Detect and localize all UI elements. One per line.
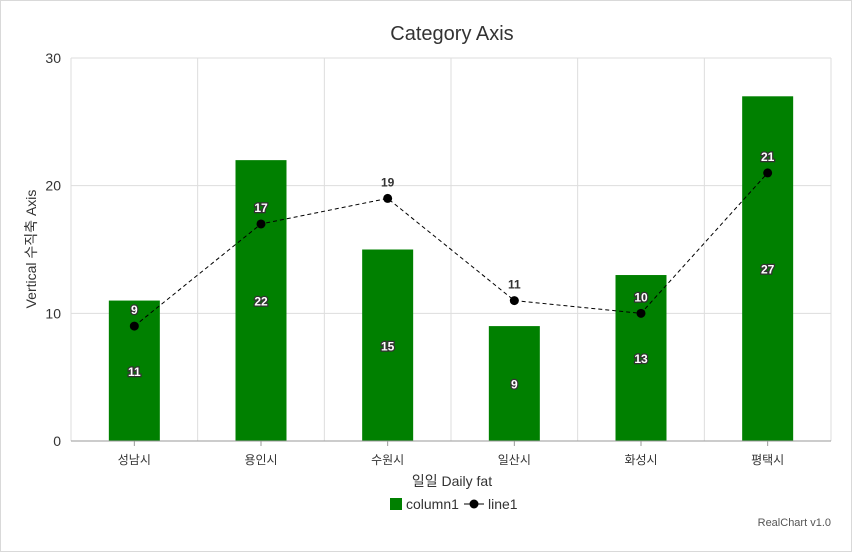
x-tick-label: 평택시 (751, 453, 784, 467)
legend-label-column1: column1 (406, 496, 459, 512)
bar (235, 160, 287, 441)
line-point (129, 321, 139, 331)
legend-marker-line1-dot (469, 499, 479, 509)
axes: 0 10 20 30 성남시 용인시 수원시 일산시 화성시 평택시 (45, 50, 831, 467)
bar (362, 249, 414, 441)
legend: column1 line1 (390, 496, 518, 512)
series-line1: 9 17 19 11 10 21 (129, 149, 776, 331)
gridlines (70, 57, 832, 441)
line-data-label: 10 (634, 290, 648, 304)
legend-marker-column1 (390, 498, 402, 510)
y-tick-label: 0 (53, 433, 61, 449)
bar-data-label: 13 (634, 352, 648, 366)
y-tick-label: 30 (45, 50, 61, 66)
line-point (763, 168, 773, 178)
legend-label-line1: line1 (488, 496, 518, 512)
line-data-label: 11 (508, 278, 521, 292)
credit-label: RealChart v1.0 (757, 517, 831, 529)
x-axis-label: 일일 Daily fat (412, 473, 492, 489)
line-data-label: 17 (254, 201, 268, 215)
x-tick-label: 일산시 (498, 453, 531, 467)
x-tick-label: 성남시 (118, 453, 151, 467)
line-point (636, 308, 646, 318)
bar (742, 96, 794, 442)
chart-title: Category Axis (390, 23, 513, 45)
line-point (383, 193, 393, 203)
bar (615, 275, 667, 441)
y-tick-label: 10 (45, 305, 61, 321)
bar-data-label: 9 (511, 378, 518, 392)
bar-data-label: 27 (761, 263, 775, 277)
y-axis-label: Vertical 수직축 Axis (23, 190, 39, 309)
line-point (256, 219, 266, 229)
y-tick-label: 20 (45, 178, 61, 194)
x-tick-label: 화성시 (624, 453, 657, 467)
bar-data-label: 11 (128, 365, 141, 379)
bar-data-label: 15 (381, 339, 395, 353)
line-path (134, 172, 769, 327)
line-data-label: 19 (381, 175, 395, 189)
x-tick-label: 용인시 (244, 453, 277, 467)
x-tick-label: 수원시 (371, 453, 404, 467)
bar-data-label: 22 (254, 295, 268, 309)
bar (488, 326, 540, 441)
line-data-label: 9 (131, 303, 138, 317)
line-data-label: 21 (761, 150, 775, 164)
line-point (509, 296, 519, 306)
